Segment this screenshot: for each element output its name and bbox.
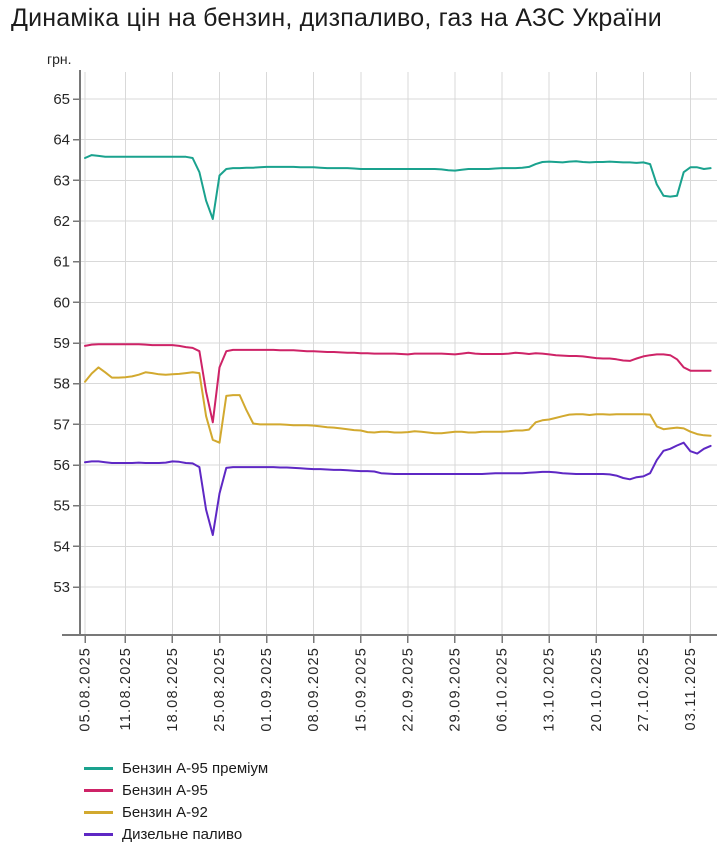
page-title: Динаміка цін на бензин, дизпаливо, газ н…	[11, 4, 662, 32]
x-tick-label: 08.09.2025	[306, 647, 322, 732]
y-tick-label: 64	[53, 132, 70, 149]
series-line-a95	[84, 343, 712, 424]
series-line-a92	[84, 366, 712, 444]
x-tick-label: 29.09.2025	[447, 647, 463, 732]
chart-legend: Бензин А-95 преміум Бензин А-95 Бензин А…	[84, 757, 268, 845]
x-tick-label: 22.09.2025	[400, 647, 416, 732]
x-tick-label: 05.08.2025	[78, 647, 94, 732]
x-tick-label: 06.10.2025	[495, 647, 511, 732]
y-tick-label: 58	[53, 376, 70, 393]
y-tick-label: 56	[53, 457, 70, 474]
x-tick-label: 03.11.2025	[683, 647, 699, 731]
x-tick-label: 11.08.2025	[118, 647, 134, 731]
legend-swatch-a92	[84, 810, 113, 814]
y-tick-label: 65	[53, 91, 70, 108]
legend-label: Дизельне паливо	[122, 825, 243, 843]
x-tick-label: 20.10.2025	[589, 647, 605, 732]
legend-label: Бензин А-95	[122, 781, 208, 799]
x-tick-label: 27.10.2025	[636, 647, 652, 732]
y-tick-label: 63	[53, 172, 70, 189]
y-tick-label: 61	[53, 254, 70, 271]
legend-swatch-diesel	[84, 832, 113, 836]
x-tick-label: 25.08.2025	[212, 647, 228, 732]
series-line-a95-premium	[84, 154, 712, 220]
x-tick-label: 13.10.2025	[542, 647, 558, 732]
legend-item-a95-premium: Бензин А-95 преміум	[84, 757, 268, 779]
legend-swatch-a95-premium	[84, 766, 113, 770]
legend-label: Бензин А-95 преміум	[122, 759, 269, 777]
y-tick-label: 54	[53, 538, 70, 555]
legend-item-diesel: Дизельне паливо	[84, 823, 268, 845]
y-tick-label: 57	[53, 416, 70, 433]
y-tick-label: 62	[53, 213, 70, 230]
legend-label: Бензин А-92	[122, 803, 208, 821]
y-tick-label: 59	[53, 335, 70, 352]
x-tick-label: 18.08.2025	[165, 647, 181, 732]
x-tick-label: 15.09.2025	[353, 647, 369, 732]
series-line-diesel	[84, 441, 712, 536]
y-axis-unit-label: грн.	[47, 51, 72, 67]
y-tick-label: 55	[53, 498, 70, 515]
price-line-chart: 65 64 63 62 61 60 59 58 57 56 55 54 53 05.08.2025 11.0…	[47, 51, 717, 732]
x-tick-label: 01.09.2025	[259, 647, 275, 732]
legend-swatch-a95	[84, 788, 113, 792]
legend-item-a95: Бензин А-95	[84, 779, 268, 801]
y-tick-label: 60	[53, 294, 70, 311]
y-tick-label: 53	[53, 579, 70, 596]
legend-item-a92: Бензин А-92	[84, 801, 268, 823]
